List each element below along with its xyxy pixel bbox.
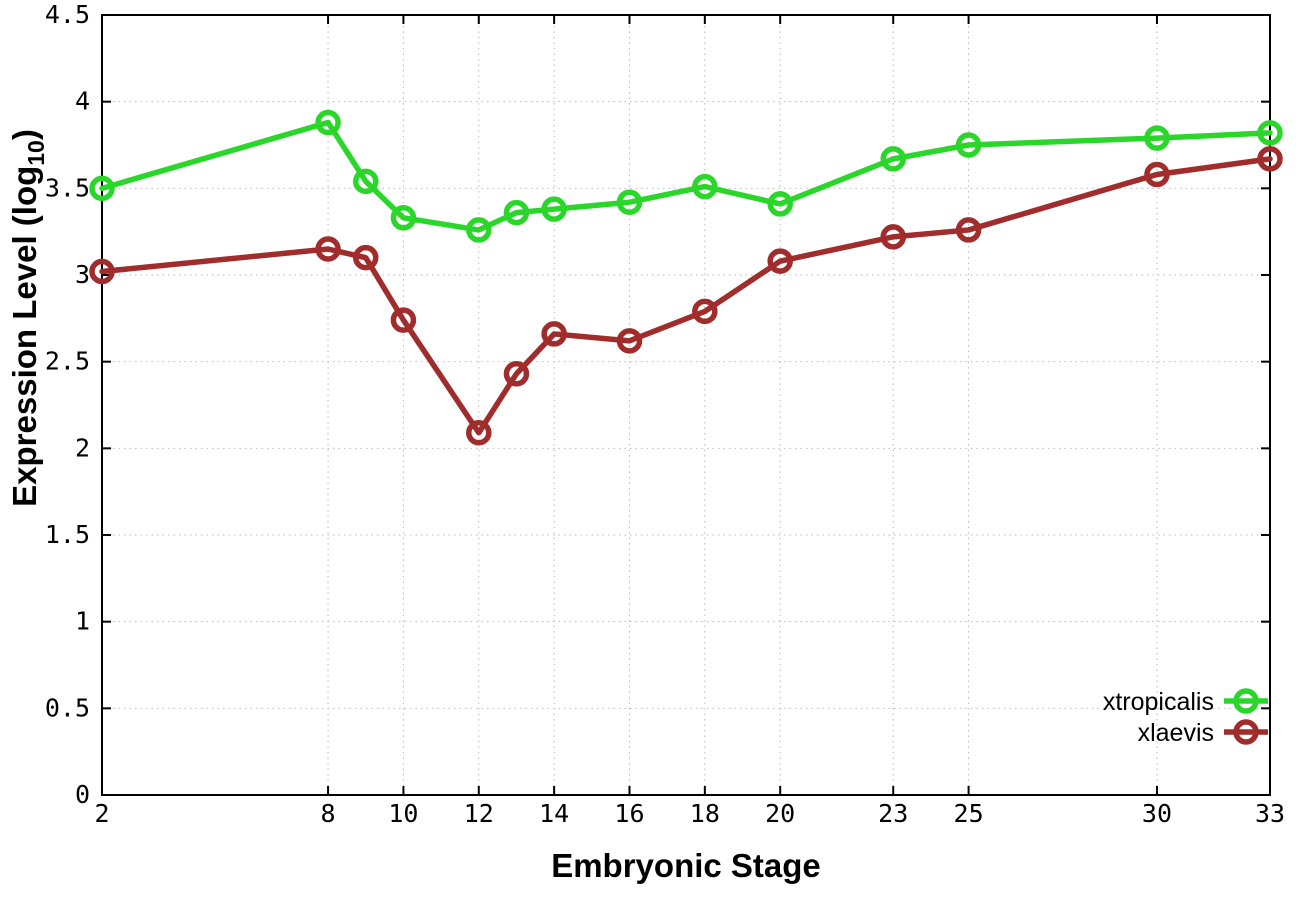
x-tick-label: 25 [954, 799, 984, 828]
y-axis-title-suffix: ) [6, 129, 43, 140]
data-point-xtropicalis [1257, 120, 1283, 146]
y-tick-label: 4.5 [45, 0, 90, 29]
y-tick-label: 4 [75, 87, 90, 116]
data-point-xlaevis [692, 298, 718, 325]
y-tick-label: 2 [75, 433, 90, 462]
data-point-xtropicalis [692, 173, 718, 200]
data-point-xtropicalis [880, 146, 906, 172]
data-point-xlaevis [352, 244, 379, 271]
y-axis-title-prefix: Expression Level (log [6, 166, 43, 507]
data-point-xtropicalis [315, 109, 341, 136]
data-point-xlaevis [616, 328, 643, 354]
data-point-xtropicalis [466, 217, 492, 243]
series-layer [89, 109, 1283, 446]
x-tick-label: 18 [690, 799, 720, 828]
x-tick-label: 12 [464, 799, 494, 828]
series-line-xlaevis [99, 156, 1273, 436]
data-point-xtropicalis [390, 205, 417, 231]
y-tick-label: 3.5 [45, 173, 90, 202]
data-point-xtropicalis [503, 199, 530, 226]
data-point-xlaevis [1144, 161, 1170, 188]
data-point-xlaevis [767, 248, 793, 274]
data-point-xlaevis [315, 236, 341, 262]
x-tick-label: 20 [765, 799, 795, 828]
data-point-xtropicalis [767, 191, 793, 217]
x-axis-title: Embryonic Stage [551, 847, 821, 884]
data-point-xlaevis [390, 307, 417, 333]
y-tick-label: 0 [75, 780, 90, 809]
data-point-xlaevis [466, 419, 492, 446]
x-tick-label: 10 [388, 799, 418, 828]
y-axis-title-subscript: 10 [23, 140, 49, 166]
x-tick-label: 23 [878, 799, 908, 828]
y-tick-label: 1 [75, 607, 90, 636]
data-point-xlaevis [880, 224, 906, 250]
data-point-xlaevis [541, 321, 567, 347]
axis-layer: 2 8 10 12 14 16 18 20 23 25 30 33 0 0.5 1 1.5 2 2.5 3 3.5 4 4… [45, 0, 1285, 828]
x-tick-label: 2 [94, 799, 109, 828]
x-tick-label: 14 [539, 799, 569, 828]
legend-sample-marker-xtropicalis [1233, 688, 1259, 714]
data-point-xtropicalis [955, 132, 982, 158]
x-tick-label: 16 [614, 799, 644, 828]
data-point-xlaevis [955, 217, 982, 243]
y-axis-title: Expression Level (log10) [6, 129, 49, 507]
data-point-xtropicalis [616, 189, 643, 215]
legend-label-xlaevis: xlaevis [1138, 719, 1214, 747]
y-tick-label: 3 [75, 260, 90, 289]
data-point-xtropicalis [1144, 125, 1170, 151]
data-point-xlaevis [503, 361, 530, 387]
legend-sample-marker-xlaevis [1233, 719, 1259, 745]
series-line-xtropicalis [99, 119, 1273, 233]
legend-label-xtropicalis: xtropicalis [1103, 688, 1214, 716]
x-tick-label: 33 [1255, 799, 1285, 828]
data-point-xlaevis [1257, 146, 1283, 172]
grid-layer [102, 15, 1270, 795]
data-point-xlaevis [89, 258, 115, 285]
data-point-xtropicalis [352, 168, 379, 195]
y-tick-label: 1.5 [45, 520, 90, 549]
data-point-xtropicalis [89, 175, 115, 202]
x-tick-label: 8 [321, 799, 336, 828]
plot-border [101, 14, 1271, 796]
y-tick-label: 2.5 [45, 347, 90, 376]
y-tick-label: 0.5 [45, 693, 90, 722]
data-point-xtropicalis [541, 196, 567, 222]
legend-sample-layer [1224, 688, 1268, 745]
x-tick-label: 30 [1142, 799, 1172, 828]
